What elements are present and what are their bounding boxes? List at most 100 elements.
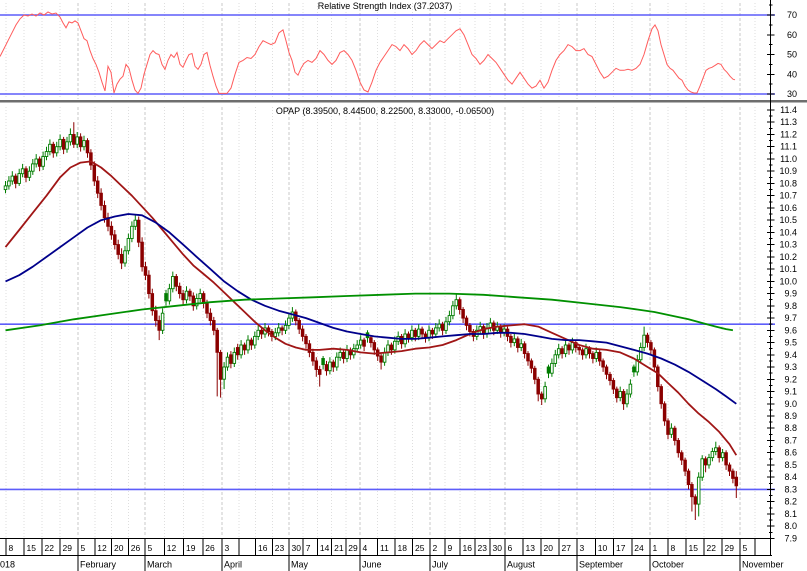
svg-text:40: 40 <box>787 69 797 79</box>
svg-text:8: 8 <box>9 543 14 553</box>
svg-text:11.2: 11.2 <box>780 129 797 139</box>
svg-text:70: 70 <box>787 10 797 20</box>
svg-text:June: June <box>362 560 382 570</box>
svg-text:April: April <box>224 560 242 570</box>
svg-text:20: 20 <box>544 543 554 553</box>
svg-text:7: 7 <box>306 543 311 553</box>
svg-text:26: 26 <box>205 543 215 553</box>
svg-text:10.5: 10.5 <box>779 215 797 225</box>
svg-text:9.1: 9.1 <box>784 387 797 397</box>
svg-text:3: 3 <box>225 543 230 553</box>
svg-text:October: October <box>652 560 684 570</box>
svg-text:8.2: 8.2 <box>784 497 797 507</box>
gridlines <box>5 3 756 537</box>
svg-text:March: March <box>147 560 172 570</box>
svg-text:5: 5 <box>743 543 748 553</box>
svg-text:9.0: 9.0 <box>784 399 797 409</box>
svg-text:9.8: 9.8 <box>784 301 797 311</box>
svg-text:25: 25 <box>415 543 425 553</box>
svg-text:8.8: 8.8 <box>784 423 797 433</box>
svg-text:11: 11 <box>380 543 389 553</box>
svg-text:November: November <box>742 560 784 570</box>
panel-separator <box>0 100 807 103</box>
svg-text:July: July <box>432 560 449 570</box>
svg-text:11.4: 11.4 <box>780 105 797 115</box>
svg-text:29: 29 <box>725 543 735 553</box>
svg-text:5: 5 <box>148 543 153 553</box>
svg-text:12: 12 <box>97 543 107 553</box>
svg-text:16: 16 <box>463 543 473 553</box>
price-plot[interactable] <box>0 122 775 520</box>
svg-text:4: 4 <box>363 543 368 553</box>
svg-text:10.4: 10.4 <box>779 227 797 237</box>
svg-text:10.0: 10.0 <box>779 276 797 286</box>
svg-text:11.1: 11.1 <box>780 142 797 152</box>
svg-text:24: 24 <box>634 543 644 553</box>
svg-text:15: 15 <box>27 543 37 553</box>
ma-medium-navy <box>5 213 737 405</box>
svg-text:12: 12 <box>167 543 177 553</box>
svg-text:11.3: 11.3 <box>780 117 797 127</box>
ma-slow-green <box>5 292 734 332</box>
svg-text:15: 15 <box>689 543 699 553</box>
svg-text:8.4: 8.4 <box>784 472 797 482</box>
svg-text:10.9: 10.9 <box>779 166 797 176</box>
svg-text:8.5: 8.5 <box>784 460 797 470</box>
svg-text:10.3: 10.3 <box>779 240 797 250</box>
svg-text:February: February <box>80 560 117 570</box>
svg-text:13: 13 <box>526 543 536 553</box>
rsi-plot[interactable] <box>0 11 775 95</box>
svg-text:9.7: 9.7 <box>784 313 797 323</box>
svg-text:5: 5 <box>81 543 86 553</box>
svg-text:May: May <box>291 560 309 570</box>
svg-text:8.6: 8.6 <box>784 448 797 458</box>
svg-text:29: 29 <box>63 543 73 553</box>
svg-text:30: 30 <box>787 89 797 99</box>
svg-text:8.7: 8.7 <box>784 435 797 445</box>
svg-text:10.7: 10.7 <box>779 191 797 201</box>
svg-text:26: 26 <box>131 543 141 553</box>
svg-text:21: 21 <box>334 543 344 553</box>
svg-text:50: 50 <box>787 50 797 60</box>
y-axis-rsi: 70 60 50 40 30 <box>767 4 797 99</box>
svg-text:9.3: 9.3 <box>784 362 797 372</box>
svg-text:10.1: 10.1 <box>779 264 797 274</box>
svg-text:20: 20 <box>114 543 124 553</box>
svg-text:1: 1 <box>653 543 658 553</box>
svg-text:9.5: 9.5 <box>784 338 797 348</box>
svg-text:8.9: 8.9 <box>784 411 797 421</box>
svg-text:7.9: 7.9 <box>784 533 797 543</box>
svg-text:8.1: 8.1 <box>784 509 797 519</box>
ma-fast-red <box>4 160 738 456</box>
svg-text:11.0: 11.0 <box>780 154 797 164</box>
rsi-line <box>0 11 736 95</box>
svg-text:30: 30 <box>292 543 302 553</box>
svg-text:9: 9 <box>448 543 453 553</box>
svg-text:August: August <box>507 560 536 570</box>
svg-text:018: 018 <box>0 560 15 570</box>
svg-text:16: 16 <box>258 543 268 553</box>
svg-text:22: 22 <box>707 543 717 553</box>
svg-text:9.6: 9.6 <box>784 325 797 335</box>
svg-text:September: September <box>579 560 623 570</box>
svg-text:8.3: 8.3 <box>784 484 797 494</box>
svg-text:10: 10 <box>598 543 608 553</box>
svg-text:10.6: 10.6 <box>779 203 797 213</box>
svg-text:8.0: 8.0 <box>784 521 797 531</box>
svg-text:9.9: 9.9 <box>784 289 797 299</box>
svg-text:2: 2 <box>433 543 438 553</box>
svg-text:23: 23 <box>478 543 488 553</box>
svg-text:19: 19 <box>186 543 196 553</box>
svg-text:17: 17 <box>616 543 626 553</box>
svg-text:10.8: 10.8 <box>779 178 797 188</box>
svg-text:10.2: 10.2 <box>779 252 797 262</box>
svg-text:23: 23 <box>275 543 285 553</box>
svg-text:22: 22 <box>45 543 55 553</box>
svg-text:6: 6 <box>508 543 513 553</box>
svg-text:27: 27 <box>562 543 572 553</box>
svg-text:3: 3 <box>580 543 585 553</box>
